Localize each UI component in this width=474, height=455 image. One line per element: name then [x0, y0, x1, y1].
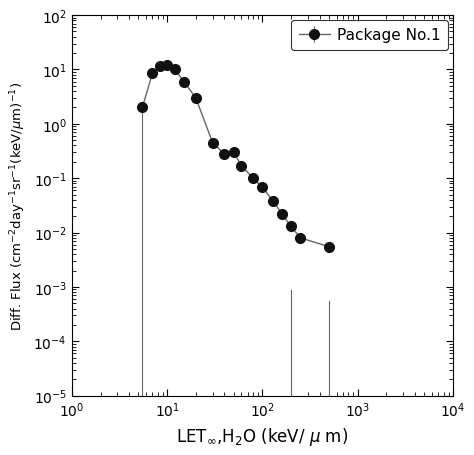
- Y-axis label: Diff. Flux (cm$^{-2}$day$^{-1}$sr$^{-1}$(keV/$\mu$m)$^{-1}$): Diff. Flux (cm$^{-2}$day$^{-1}$sr$^{-1}$…: [9, 81, 28, 330]
- X-axis label: LET$_{\infty}$,H$_2$O (keV/ $\mu$ m): LET$_{\infty}$,H$_2$O (keV/ $\mu$ m): [176, 425, 348, 447]
- Legend: Package No.1: Package No.1: [292, 20, 448, 51]
